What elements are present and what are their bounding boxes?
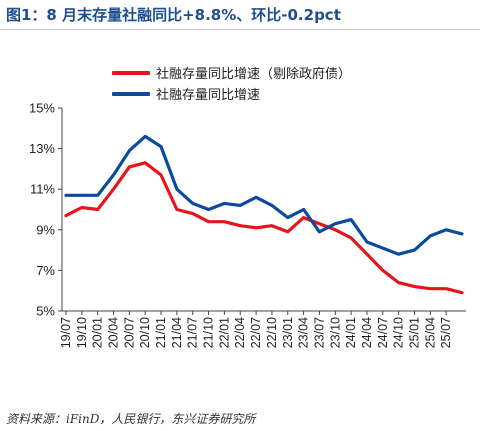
legend-swatch-blue — [112, 91, 150, 96]
x-tick-label: 22/04 — [233, 317, 247, 348]
x-tick-label: 22/10 — [265, 317, 279, 348]
x-tick-label: 25/01 — [407, 317, 421, 348]
legend: 社融存量同比增速（剔除政府债） 社融存量同比增速 — [112, 62, 351, 104]
source-note: 资料来源：iFinD，人民银行，东兴证券研究所 — [6, 412, 256, 426]
x-tick-label: 20/01 — [91, 317, 105, 348]
x-tick-label: 22/01 — [217, 317, 231, 348]
x-tick-label: 19/10 — [75, 317, 89, 348]
y-tick-label: 13% — [29, 141, 55, 156]
y-tick-label: 7% — [36, 263, 55, 278]
x-tick-label: 20/04 — [107, 317, 121, 348]
y-tick-label: 15% — [29, 101, 55, 116]
x-tick-label: 24/07 — [376, 317, 390, 348]
x-tick-label: 21/01 — [154, 317, 168, 348]
chart-title: 图1：8 月末存量社融同比+8.8%、环比-0.2pct — [6, 6, 341, 24]
x-tick-label: 23/07 — [312, 317, 326, 348]
x-tick-label: 21/04 — [170, 317, 184, 348]
x-tick-label: 20/10 — [138, 317, 152, 348]
x-tick-label: 23/10 — [328, 317, 342, 348]
series-line-total — [64, 134, 464, 256]
x-tick-label: 25/07 — [439, 317, 453, 348]
series-line-ex-gov-bonds — [64, 161, 464, 295]
x-tick-label: 21/10 — [202, 317, 216, 348]
x-tick-label: 25/04 — [423, 317, 437, 348]
y-tick-label: 5% — [36, 304, 55, 319]
x-tick-label: 19/07 — [59, 317, 73, 348]
y-tick-label: 11% — [30, 182, 55, 197]
x-tick-label: 24/04 — [360, 317, 374, 348]
x-tick-label: 22/07 — [249, 317, 263, 348]
x-tick-label: 23/04 — [297, 317, 311, 348]
legend-label-total: 社融存量同比增速 — [156, 88, 261, 103]
y-tick-label: 9% — [36, 222, 55, 237]
legend-item-ex-gov-bonds: 社融存量同比增速（剔除政府债） — [112, 62, 351, 83]
x-tick-label: 20/07 — [122, 317, 136, 348]
x-tick-label: 21/07 — [186, 317, 200, 348]
title-divider — [0, 29, 480, 30]
legend-swatch-red — [112, 70, 150, 75]
x-tick-label: 23/01 — [281, 317, 295, 348]
legend-label-ex-gov-bonds: 社融存量同比增速（剔除政府债） — [156, 67, 352, 82]
legend-item-total: 社融存量同比增速 — [112, 83, 351, 104]
x-tick-label: 24/01 — [344, 317, 358, 348]
x-tick-label: 24/10 — [392, 317, 406, 348]
